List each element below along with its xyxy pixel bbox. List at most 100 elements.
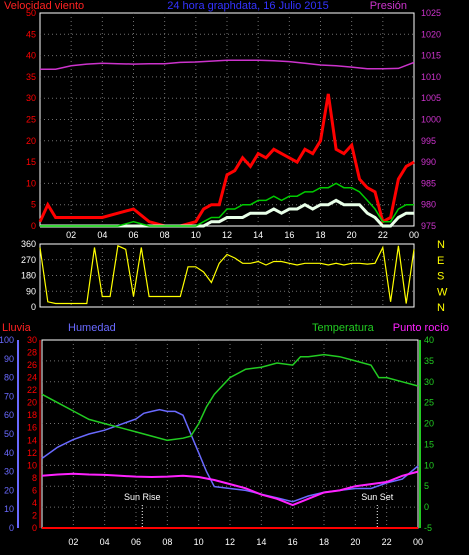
temp-axis-tick: 15 <box>424 439 434 449</box>
rain-label: Lluvia <box>2 322 32 334</box>
wind-axis-tick: 50 <box>26 8 36 18</box>
pressure-axis-tick: 1015 <box>421 51 441 61</box>
humidity-axis-tick: 10 <box>4 504 14 514</box>
temp-axis-tick: 35 <box>424 356 434 366</box>
wind-x-tick-02: 02 <box>66 230 76 240</box>
pressure-axis-tick: 1000 <box>421 115 441 125</box>
pressure-axis-tick: 985 <box>421 178 436 188</box>
direction-axis-tick: 90 <box>26 286 36 296</box>
rain-axis-tick: 14 <box>27 435 37 445</box>
direction-series-line <box>39 244 415 305</box>
thd-x-tick-00: 00 <box>413 537 423 547</box>
rain-axis-tick: 18 <box>27 410 37 420</box>
avg-wind-series-line <box>40 182 414 227</box>
pressure-axis-tick: 975 <box>421 221 436 231</box>
wind-x-tick-14: 14 <box>253 230 263 240</box>
thd-x-tick-10: 10 <box>194 537 204 547</box>
humidity-axis-tick: 50 <box>4 429 14 439</box>
compass-label: N <box>437 239 445 251</box>
wind-x-tick-12: 12 <box>222 230 232 240</box>
wind-x-tick-16: 16 <box>284 230 294 240</box>
chart-title: 24 hora graphdata, 16 Julio 2015 <box>167 0 328 12</box>
pressure-title: Presión <box>370 0 407 12</box>
wind-pressure-panel: 0510152025303540455097598098599099510001… <box>26 8 441 240</box>
humidity-axis-tick: 90 <box>4 354 14 364</box>
wind-x-tick-00: 00 <box>409 230 419 240</box>
temperature-series-line <box>41 353 419 442</box>
wind-axis-tick: 15 <box>26 157 36 167</box>
wind-axis-tick: 20 <box>26 136 36 146</box>
rain-axis-tick: 22 <box>27 385 37 395</box>
compass-label: N <box>437 302 445 314</box>
gust-series-line <box>38 93 415 228</box>
sun-marker-label: Sun Set <box>361 492 394 502</box>
temp-axis-tick: 10 <box>424 460 434 470</box>
wind-speed-title: Velocidad viento <box>4 0 84 12</box>
direction-axis-tick: 270 <box>21 255 36 265</box>
temperature-label: Temperatura <box>312 322 375 334</box>
wind-x-tick-20: 20 <box>347 230 357 240</box>
rain-axis-tick: 26 <box>27 360 37 370</box>
direction-axis-tick: 180 <box>21 271 36 281</box>
temp-axis-tick: 30 <box>424 377 434 387</box>
rain-axis-tick: 10 <box>27 460 37 470</box>
compass-label: E <box>437 255 444 267</box>
wind-axis-tick: 5 <box>31 200 36 210</box>
pressure-axis-tick: 1025 <box>421 8 441 18</box>
direction-axis-tick: 360 <box>21 239 36 249</box>
thd-x-tick-08: 08 <box>162 537 172 547</box>
wind-x-tick-08: 08 <box>160 230 170 240</box>
min-wind-series-line <box>40 198 414 228</box>
wind-x-tick-10: 10 <box>191 230 201 240</box>
humidity-axis-tick: 60 <box>4 410 14 420</box>
pressure-axis-tick: 1010 <box>421 72 441 82</box>
rain-axis-tick: 4 <box>32 498 37 508</box>
thd-x-tick-18: 18 <box>319 537 329 547</box>
thd-x-tick-16: 16 <box>288 537 298 547</box>
pressure-axis-tick: 995 <box>421 136 436 146</box>
pressure-axis-tick: 990 <box>421 157 436 167</box>
rain-axis-tick: 28 <box>27 348 37 358</box>
dewpoint-series-line <box>41 470 419 507</box>
rain-axis-tick: 16 <box>27 423 37 433</box>
wind-axis-tick: 45 <box>26 29 36 39</box>
thd-x-tick-22: 22 <box>382 537 392 547</box>
wind-x-tick-06: 06 <box>128 230 138 240</box>
thd-x-tick-02: 02 <box>68 537 78 547</box>
humidity-label: Humedad <box>68 322 116 334</box>
sun-marker-label: Sun Rise <box>124 492 161 502</box>
wind-axis-tick: 40 <box>26 51 36 61</box>
wind-x-tick-04: 04 <box>97 230 107 240</box>
thd-x-tick-04: 04 <box>100 537 110 547</box>
humidity-axis-tick: 40 <box>4 448 14 458</box>
humidity-axis-tick: 70 <box>4 391 14 401</box>
rain-axis-tick: 8 <box>32 473 37 483</box>
rain-axis-tick: 20 <box>27 398 37 408</box>
wind-x-tick-22: 22 <box>378 230 388 240</box>
temp-axis-tick: 20 <box>424 419 434 429</box>
humidity-axis-tick: 20 <box>4 485 14 495</box>
rain-axis-tick: 2 <box>32 510 37 520</box>
pressure-axis-tick: 980 <box>421 200 436 210</box>
humidity-axis-tick: 0 <box>9 523 14 533</box>
temp-axis-tick: 5 <box>424 481 429 491</box>
humidity-axis-tick: 30 <box>4 467 14 477</box>
humidity-axis-tick: 100 <box>0 335 14 345</box>
temp-axis-tick: -5 <box>424 523 432 533</box>
thd-x-tick-06: 06 <box>131 537 141 547</box>
wind-x-tick-18: 18 <box>315 230 325 240</box>
temp-axis-tick: 25 <box>424 398 434 408</box>
temp-axis-tick: 40 <box>424 335 434 345</box>
rain-axis-tick: 12 <box>27 448 37 458</box>
wind-axis-tick: 30 <box>26 93 36 103</box>
thd-x-tick-12: 12 <box>225 537 235 547</box>
temp-humidity-panel: -505101520253035400102030405060708090100… <box>0 335 434 547</box>
wind-axis-tick: 10 <box>26 178 36 188</box>
direction-axis-tick: 0 <box>31 302 36 312</box>
dewpoint-label: Punto rocío <box>393 322 449 334</box>
thd-x-tick-20: 20 <box>350 537 360 547</box>
rain-axis-tick: 0 <box>32 523 37 533</box>
pressure-axis-tick: 1020 <box>421 29 441 39</box>
